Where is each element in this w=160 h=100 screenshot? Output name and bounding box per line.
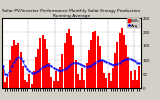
Title: Solar PV/Inverter Performance Monthly Solar Energy Production Running Average: Solar PV/Inverter Performance Monthly So… bbox=[2, 9, 140, 18]
Bar bbox=[92, 32, 94, 88]
Bar bbox=[125, 45, 127, 88]
Bar bbox=[28, 74, 30, 88]
Bar bbox=[86, 63, 88, 88]
Legend: kWh, Avg: kWh, Avg bbox=[127, 18, 140, 28]
Bar bbox=[31, 84, 32, 88]
Bar bbox=[70, 36, 72, 88]
Bar bbox=[24, 80, 26, 88]
Bar bbox=[99, 46, 101, 88]
Bar bbox=[114, 53, 116, 88]
Bar bbox=[2, 66, 4, 88]
Bar bbox=[108, 73, 110, 88]
Bar bbox=[13, 40, 15, 88]
Bar bbox=[15, 45, 17, 88]
Bar bbox=[130, 71, 132, 88]
Bar bbox=[123, 35, 125, 88]
Bar bbox=[136, 80, 138, 88]
Bar bbox=[103, 73, 105, 88]
Bar bbox=[88, 50, 90, 88]
Bar bbox=[97, 36, 99, 88]
Bar bbox=[50, 77, 52, 88]
Bar bbox=[55, 71, 57, 88]
Bar bbox=[81, 68, 83, 88]
Bar bbox=[37, 49, 39, 88]
Bar bbox=[94, 31, 96, 88]
Bar bbox=[68, 29, 70, 88]
Bar bbox=[20, 52, 22, 88]
Bar bbox=[105, 78, 107, 88]
Bar bbox=[26, 82, 28, 88]
Bar bbox=[6, 77, 8, 88]
Bar bbox=[72, 45, 74, 88]
Bar bbox=[134, 70, 136, 88]
Bar bbox=[112, 68, 114, 88]
Bar bbox=[101, 60, 103, 88]
Bar bbox=[77, 74, 79, 88]
Bar bbox=[11, 46, 13, 88]
Bar bbox=[46, 49, 48, 88]
Bar bbox=[59, 67, 61, 88]
Bar bbox=[121, 28, 123, 88]
Bar bbox=[42, 35, 44, 88]
Bar bbox=[116, 42, 118, 88]
Bar bbox=[4, 82, 6, 88]
Bar bbox=[75, 60, 77, 88]
Bar bbox=[35, 57, 37, 88]
Bar bbox=[90, 40, 92, 88]
Bar bbox=[17, 43, 19, 88]
Bar bbox=[83, 80, 85, 88]
Bar bbox=[53, 81, 55, 88]
Bar bbox=[66, 33, 68, 88]
Bar bbox=[22, 66, 24, 88]
Bar bbox=[64, 43, 66, 88]
Bar bbox=[8, 60, 11, 88]
Bar bbox=[119, 33, 121, 88]
Bar bbox=[44, 39, 46, 88]
Bar bbox=[33, 71, 35, 88]
Bar bbox=[132, 80, 134, 88]
Bar bbox=[139, 66, 140, 88]
Bar bbox=[48, 63, 50, 88]
Bar bbox=[110, 81, 112, 88]
Bar bbox=[39, 38, 41, 88]
Bar bbox=[79, 80, 81, 88]
Bar bbox=[57, 81, 59, 88]
Bar bbox=[61, 54, 63, 88]
Bar bbox=[128, 57, 129, 88]
